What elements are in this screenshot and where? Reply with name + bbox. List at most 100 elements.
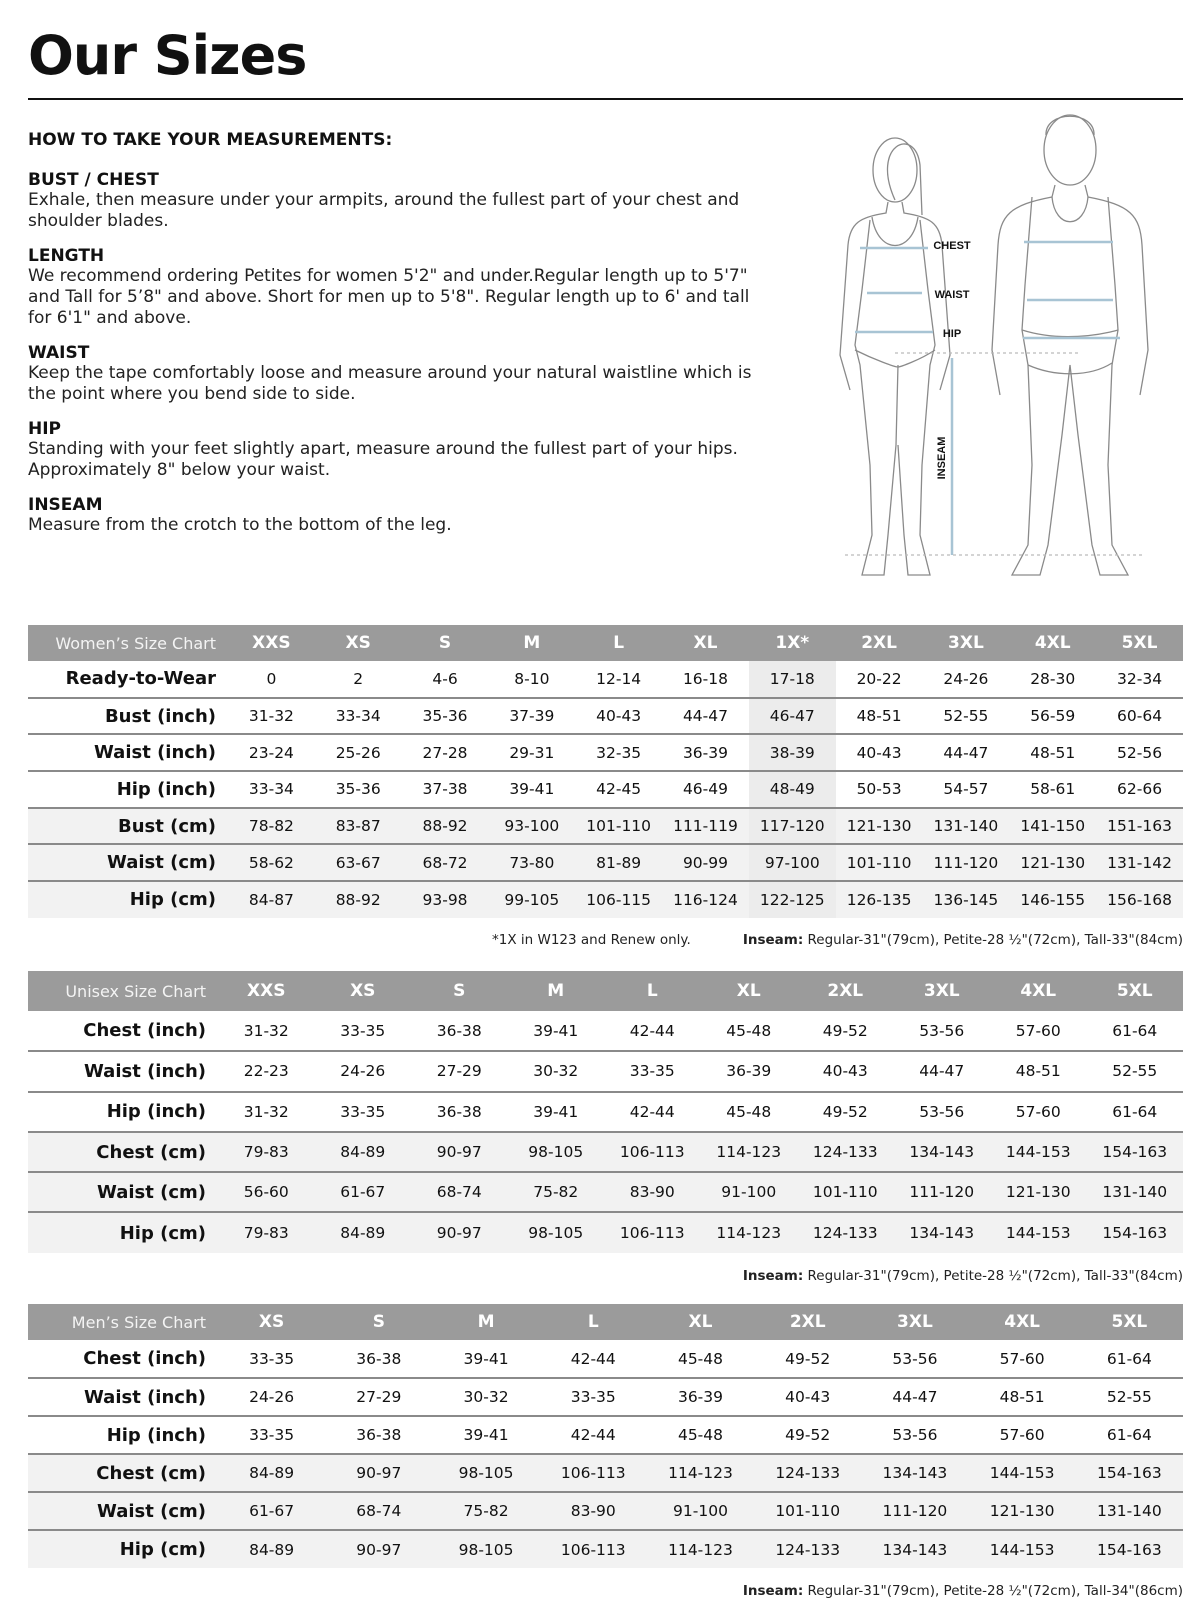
row-label: Waist (inch)	[28, 734, 228, 773]
table-title: Women’s Size Chart	[28, 625, 228, 661]
row-label: Ready-to-Wear	[28, 661, 228, 699]
size-value-cell: 61-67	[218, 1492, 326, 1531]
size-value-cell: 61-67	[314, 1172, 411, 1214]
size-value-cell: 124-133	[797, 1212, 894, 1253]
size-value-cell: 144-153	[990, 1131, 1087, 1174]
size-column-header: 3XL	[861, 1304, 969, 1340]
size-value-cell: 91-100	[700, 1172, 797, 1214]
table-row: Hip (inch) 31-32 33-35 36-38 39-41 42-44 45-48…	[28, 1091, 1183, 1133]
size-value-cell: 144-153	[968, 1530, 1076, 1568]
measurement-lines	[855, 240, 1120, 555]
guide-heading: HOW TO TAKE YOUR MEASUREMENTS:	[28, 130, 393, 150]
inseam-values: Regular-31"(79cm), Petite-28 ½"(72cm), T…	[807, 1583, 1183, 1599]
size-value-cell: 98-105	[507, 1131, 604, 1174]
size-value-cell: 22-23	[218, 1051, 315, 1093]
size-value-cell: 75-82	[507, 1172, 604, 1214]
size-value-cell: 68-72	[401, 844, 489, 883]
size-value-cell: 58-62	[228, 844, 315, 883]
section-title: LENGTH	[28, 246, 105, 266]
size-value-cell: 33-35	[314, 1091, 411, 1133]
size-value-cell: 38-39	[748, 734, 836, 773]
row-label: Bust (cm)	[28, 807, 228, 846]
size-value-cell: 106-113	[539, 1454, 647, 1493]
size-value-cell: 117-120	[748, 807, 836, 846]
row-label: Hip (inch)	[28, 771, 228, 809]
size-column-header: M	[432, 1304, 540, 1340]
table-title: Men’s Size Chart	[28, 1304, 218, 1340]
size-value-cell: 53-56	[893, 1011, 990, 1053]
size-value-cell: 36-38	[411, 1091, 508, 1133]
size-value-cell: 54-57	[922, 771, 1010, 809]
size-value-cell: 83-90	[604, 1172, 701, 1214]
size-value-cell: 57-60	[990, 1091, 1087, 1133]
size-value-cell: 35-36	[314, 771, 402, 809]
size-value-cell: 61-64	[1086, 1091, 1183, 1133]
size-value-cell: 68-74	[411, 1172, 508, 1214]
title-divider	[28, 98, 1183, 100]
guide-section-length: LENGTH We recommend ordering Petites for…	[28, 246, 768, 329]
section-text: Measure from the crotch to the bottom of…	[28, 515, 452, 535]
size-value-cell: 61-64	[1086, 1011, 1183, 1053]
size-value-cell: 8-10	[488, 661, 576, 699]
size-value-cell: 56-60	[218, 1172, 315, 1214]
body-measurement-illustration: CHEST WAIST HIP INSEAM	[839, 114, 1149, 576]
size-value-cell: 45-48	[646, 1416, 755, 1455]
size-column-header: XS	[314, 971, 411, 1011]
size-value-cell: 93-98	[401, 881, 489, 918]
size-value-cell: 24-26	[218, 1378, 326, 1417]
size-value-cell: 141-150	[1009, 807, 1097, 846]
size-value-cell: 39-41	[432, 1340, 540, 1379]
table-row: Waist (inch) 22-23 24-26 27-29 30-32 33-35 36-…	[28, 1051, 1183, 1093]
size-value-cell: 44-47	[893, 1051, 990, 1093]
unisex-size-chart: Unisex Size Chart XXS XS S M L XL 2XL 3XL 4XL 5XL C…	[28, 971, 1183, 1253]
table-header-row: Unisex Size Chart XXS XS S M L XL 2XL 3XL 4XL 5XL	[28, 971, 1183, 1011]
size-value-cell: 90-97	[411, 1131, 508, 1174]
size-value-cell: 53-56	[861, 1416, 969, 1455]
size-value-cell: 48-51	[968, 1378, 1076, 1417]
size-value-cell: 90-97	[325, 1530, 433, 1568]
size-column-header: XL	[646, 1304, 755, 1340]
table-row: Chest (cm) 84-89 90-97 98-105 106-113 114-123…	[28, 1454, 1183, 1493]
size-value-cell: 84-89	[218, 1454, 326, 1493]
size-value-cell: 48-51	[1009, 734, 1097, 773]
size-value-cell: 30-32	[432, 1378, 540, 1417]
male-figure-icon	[991, 114, 1149, 576]
size-column-header: 3XL	[922, 625, 1010, 661]
size-value-cell: 39-41	[507, 1011, 604, 1053]
size-value-cell: 33-34	[228, 771, 315, 809]
section-title: INSEAM	[28, 495, 103, 515]
size-value-cell: 114-123	[646, 1530, 755, 1568]
size-value-cell: 36-39	[646, 1378, 755, 1417]
row-label: Waist (inch)	[28, 1378, 218, 1417]
size-value-cell: 99-105	[488, 881, 576, 918]
size-value-cell: 33-35	[314, 1011, 411, 1053]
size-value-cell: 33-34	[314, 697, 402, 736]
row-label: Chest (inch)	[28, 1011, 218, 1053]
size-value-cell: 124-133	[754, 1454, 862, 1493]
table-row: Hip (inch) 33-35 36-38 39-41 42-44 45-48 49-52…	[28, 1416, 1183, 1455]
chest-label: CHEST	[933, 240, 971, 252]
row-label: Chest (cm)	[28, 1454, 218, 1493]
size-value-cell: 39-41	[488, 771, 576, 809]
size-value-cell: 39-41	[432, 1416, 540, 1455]
size-value-cell: 90-97	[411, 1212, 508, 1253]
size-value-cell: 48-51	[835, 697, 923, 736]
size-column-header: 5XL	[1096, 625, 1183, 661]
size-value-cell: 57-60	[968, 1416, 1076, 1455]
size-value-cell: 78-82	[228, 807, 315, 846]
inseam-label: Inseam:	[742, 1583, 804, 1599]
section-text: We recommend ordering Petites for women …	[28, 266, 750, 328]
mens-size-chart: Men’s Size Chart XS S M L XL 2XL 3XL 4XL 5XL Chest…	[28, 1304, 1183, 1568]
table-row: Waist (cm) 58-62 63-67 68-72 73-80 81-89 90-99…	[28, 844, 1183, 883]
row-label: Hip (cm)	[28, 881, 228, 918]
size-value-cell: 131-140	[922, 807, 1010, 846]
size-value-cell: 17-18	[748, 661, 836, 699]
size-column-header: XL	[700, 971, 797, 1011]
size-value-cell: 23-24	[228, 734, 315, 773]
table-row: Ready-to-Wear 0 2 4-6 8-10 12-14 16-18 17-18 20-…	[28, 661, 1183, 699]
size-value-cell: 88-92	[401, 807, 489, 846]
row-label: Chest (inch)	[28, 1340, 218, 1379]
size-value-cell: 134-143	[893, 1131, 990, 1174]
size-column-header: L	[575, 625, 663, 661]
size-value-cell: 134-143	[861, 1530, 969, 1568]
